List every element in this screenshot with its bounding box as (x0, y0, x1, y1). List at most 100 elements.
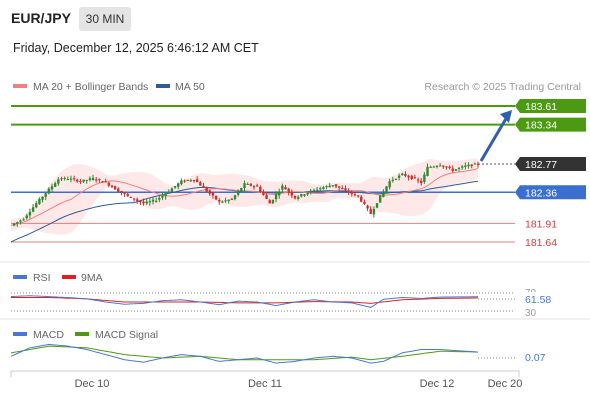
candle-down (268, 200, 271, 204)
candle-down (287, 188, 290, 193)
candle-up (22, 219, 25, 221)
candle-up (88, 178, 92, 180)
candle-down (60, 178, 63, 180)
symbol-title: EUR/JPY (11, 10, 71, 26)
candle-up (47, 188, 51, 194)
candle-up (66, 179, 69, 181)
candle-up (423, 174, 426, 182)
candle-down (410, 175, 413, 180)
candle-up (82, 179, 85, 182)
macd-legend-label: MACD (33, 329, 64, 341)
candle-up (243, 183, 246, 189)
candle-down (72, 178, 76, 180)
candle-down (208, 190, 211, 194)
candle-down (366, 205, 369, 209)
candle-up (303, 194, 306, 196)
candle-down (369, 209, 372, 214)
candle-down (290, 191, 294, 196)
candle-up (161, 195, 164, 198)
candle-up (53, 183, 57, 187)
candle-down (113, 186, 117, 190)
candle-down (413, 177, 417, 179)
candle-down (132, 198, 136, 200)
candle-up (473, 163, 477, 165)
candle-down (117, 188, 120, 192)
candle-down (350, 191, 353, 194)
bollinger-band (11, 158, 478, 235)
candle-down (353, 194, 357, 196)
candle-up (435, 166, 439, 168)
candle-up (16, 221, 19, 224)
candle-down (249, 183, 253, 186)
candle-down (470, 164, 473, 167)
candle-down (205, 187, 208, 192)
candle-down (445, 166, 448, 168)
candle-down (186, 179, 189, 181)
candle-down (337, 186, 341, 188)
candle-up (281, 185, 284, 190)
candle-up (164, 193, 167, 197)
candle-down (107, 182, 111, 186)
candle-up (57, 179, 60, 184)
macd-signal-line (10, 345, 479, 361)
candle-up (221, 201, 224, 203)
candle-up (180, 180, 183, 185)
price-tag-text: 183.34 (525, 120, 557, 132)
candle-up (177, 183, 180, 187)
macd-lines (10, 343, 479, 364)
candle-down (363, 201, 366, 205)
macd-signal-legend-label: MACD Signal (95, 329, 158, 341)
candle-down (98, 179, 101, 181)
x-tick-label: Dec 12 (420, 378, 455, 390)
ma20-legend-label: MA 20 + Bollinger Bands (33, 81, 148, 93)
candle-up (296, 196, 300, 199)
candle-up (38, 198, 41, 205)
candle-down (451, 168, 454, 171)
timeframe-badge[interactable]: 30 MIN (79, 7, 131, 31)
candle-up (309, 190, 312, 193)
rsi-ma-legend-label: 9MA (81, 272, 103, 284)
candle-up (173, 186, 177, 188)
candle-down (218, 199, 221, 202)
candle-up (461, 166, 464, 168)
candle-down (356, 195, 360, 197)
candle-up (306, 192, 309, 195)
candle-down (344, 188, 347, 191)
candle-down (79, 181, 82, 183)
candle-up (429, 166, 432, 168)
price-tag-bg (515, 117, 586, 132)
candle-down (211, 192, 215, 196)
rsi-30-label: 30 (525, 308, 537, 319)
price-tag-text: 181.91 (525, 218, 557, 230)
candle-up (148, 201, 152, 203)
x-tick-label: Dec 11 (248, 378, 282, 390)
candle-up (28, 211, 32, 216)
candle-down (255, 185, 259, 187)
candle-down (230, 198, 234, 200)
candle-down (347, 191, 350, 193)
candle-up (372, 208, 376, 215)
candle-down (476, 163, 480, 165)
candle-up (426, 166, 429, 176)
candle-down (293, 195, 297, 199)
candle-up (319, 188, 322, 190)
candle-up (69, 178, 73, 180)
candle-down (252, 186, 256, 188)
candle-up (25, 215, 28, 219)
candle-up (331, 185, 335, 187)
candle-up (464, 165, 467, 167)
candle-up (145, 201, 148, 204)
candle-down (259, 186, 262, 192)
candle-down (360, 196, 363, 202)
candle-up (322, 187, 325, 189)
candle-up (240, 188, 243, 192)
candle-down (104, 181, 107, 183)
candle-down (442, 165, 445, 167)
candle-up (454, 169, 458, 171)
price-tag-bg (515, 185, 586, 200)
price-tag-text: 182.36 (525, 187, 557, 199)
candle-up (391, 179, 395, 181)
candle-up (300, 194, 303, 197)
candle-down (123, 192, 126, 194)
